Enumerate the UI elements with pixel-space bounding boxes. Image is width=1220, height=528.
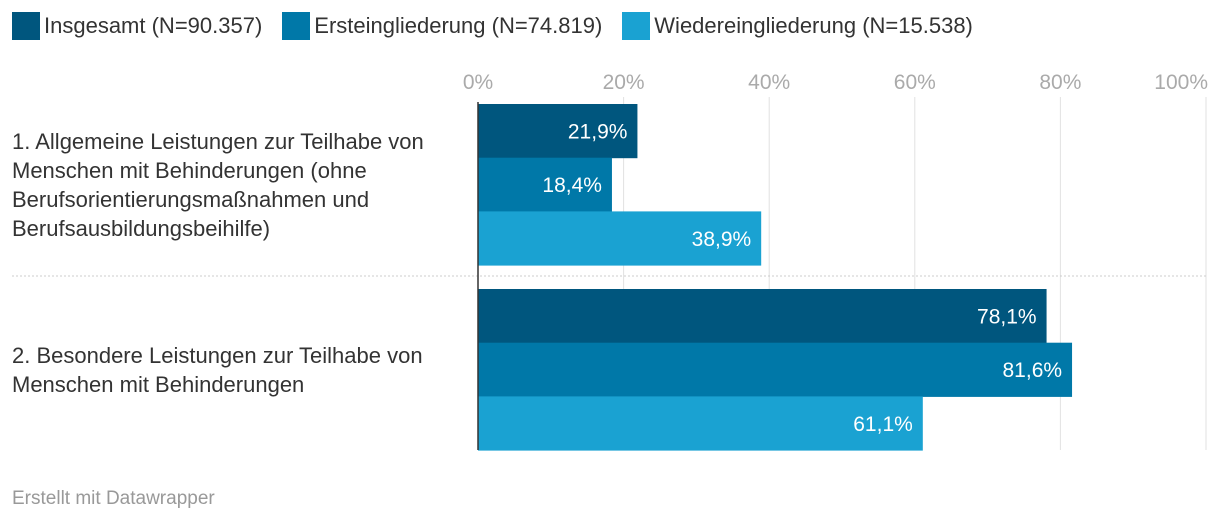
legend-item: Insgesamt (N=90.357) [12,12,262,40]
category-label: Berufsausbildungsbeihilfe) [12,216,270,241]
category-label: Menschen mit Behinderungen [12,372,304,397]
x-tick-label: 60% [894,71,936,94]
category-label: 2. Besondere Leistungen zur Teilhabe von [12,343,423,368]
legend-label: Wiedereingliederung (N=15.538) [654,13,973,38]
legend-label: Insgesamt (N=90.357) [44,13,263,38]
bar [478,396,923,451]
x-tick-label: 0% [463,71,493,94]
bar-chart: 0% 20% 40% 60% 80% 100% 21,9% 18,4% 38,9% 1. Allg… [12,71,1208,451]
legend-item: Ersteingliederung (N=74.819) [282,12,602,40]
bar [478,211,762,266]
chart-legend: Insgesamt (N=90.357) Ersteingliederung (N… [12,10,993,42]
bar-value-label: 38,9% [692,228,752,251]
bar-value-label: 18,4% [542,174,602,197]
x-tick-label: 80% [1039,71,1081,94]
legend-label: Ersteingliederung (N=74.819) [314,13,603,38]
legend-item: Wiedereingliederung (N=15.538) [622,12,973,40]
legend-swatch [622,12,651,40]
category-label: Menschen mit Behinderungen (ohne [12,158,367,183]
footer-credit: Erstellt mit Datawrapper [12,488,215,509]
x-tick-label: 40% [748,71,790,94]
bar [478,104,638,159]
bar-value-label: 61,1% [853,413,913,436]
bar-value-label: 78,1% [977,305,1037,328]
bar [478,289,1047,344]
category-label: 1. Allgemeine Leistungen zur Teilhabe vo… [12,129,424,154]
legend-swatch [282,12,311,40]
x-tick-label: 100% [1154,71,1208,94]
bar [478,157,612,212]
bar [478,342,1073,397]
bar-value-label: 81,6% [1003,359,1063,382]
bar-value-label: 21,9% [568,120,628,143]
legend-swatch [12,12,40,40]
category-label: Berufsorientierungsmaßnahmen und [12,187,369,212]
x-tick-label: 20% [603,71,645,94]
